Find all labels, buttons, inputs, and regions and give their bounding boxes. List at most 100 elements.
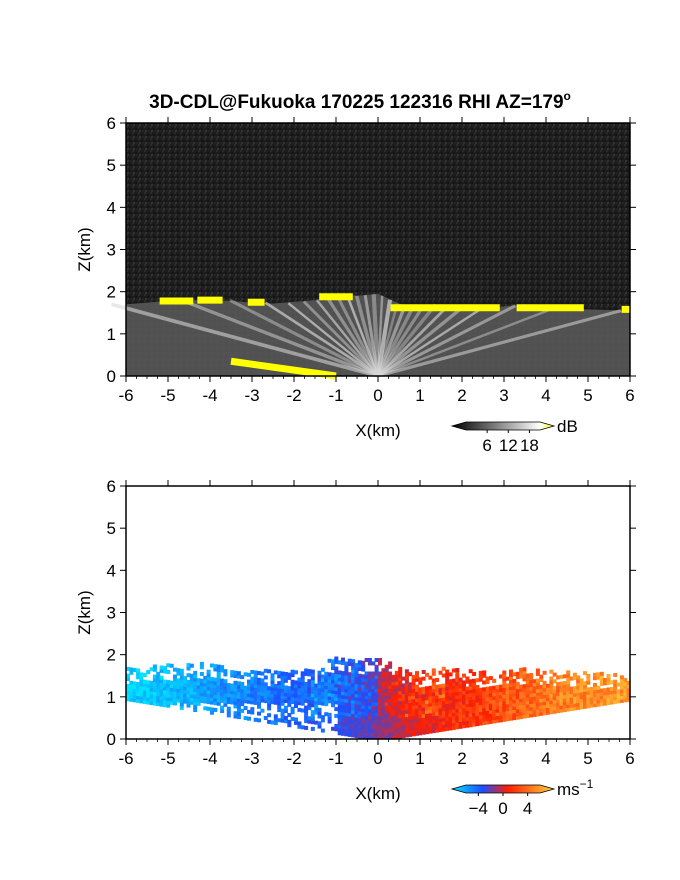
- velocity-cell: [210, 710, 214, 715]
- velocity-cell: [236, 691, 241, 696]
- velocity-cell: [300, 678, 305, 683]
- velocity-cell: [260, 691, 265, 696]
- echo-ray: [363, 294, 380, 377]
- velocity-cell: [404, 679, 409, 684]
- velocity-cell: [415, 711, 419, 716]
- velocity-cell: [361, 721, 366, 726]
- velocity-cell: [354, 707, 359, 711]
- velocity-cell: [398, 697, 403, 702]
- velocity-cell: [458, 697, 463, 702]
- velocity-cell: [183, 689, 188, 694]
- velocity-cell: [240, 688, 245, 693]
- velocity-cell: [569, 693, 574, 698]
- velocity-cell: [616, 699, 621, 704]
- velocity-cell: [354, 710, 359, 715]
- velocity-cell: [492, 689, 497, 693]
- velocity-cell: [525, 707, 530, 712]
- velocity-cell: [509, 693, 513, 698]
- velocity-cell: [549, 683, 554, 688]
- velocity-cell: [310, 669, 315, 674]
- velocity-cell: [475, 701, 480, 706]
- velocity-cell: [341, 714, 345, 719]
- velocity-cell: [421, 670, 426, 674]
- velocity-cell: [216, 701, 221, 706]
- velocity-cell: [485, 676, 490, 681]
- velocity-cell: [159, 702, 164, 707]
- velocity-cell: [411, 688, 416, 693]
- velocity-cell: [394, 718, 399, 723]
- velocity-cell: [287, 723, 292, 728]
- velocity-cell: [492, 712, 497, 717]
- colorbar-tick-label: 4: [523, 799, 532, 818]
- echo-ray: [264, 301, 379, 378]
- velocity-cell: [193, 697, 198, 702]
- velocity-cell: [310, 720, 315, 725]
- velocity-cell: [435, 704, 440, 709]
- velocity-cell: [556, 688, 561, 693]
- velocity-cell: [290, 706, 295, 711]
- velocity-cell: [142, 683, 147, 688]
- velocity-cell: [203, 679, 208, 684]
- velocity-cell: [371, 715, 376, 720]
- velocity-cell: [482, 680, 487, 685]
- velocity-cell: [418, 731, 423, 736]
- velocity-cell: [384, 664, 389, 669]
- x-tick-label: -4: [202, 386, 217, 405]
- velocity-cell: [142, 689, 147, 694]
- colorbar-unit-text: dB: [557, 417, 578, 436]
- velocity-cell: [451, 685, 456, 690]
- title-text: 3D-CDL@Fukuoka 170225 122316 RHI AZ=179: [149, 92, 563, 113]
- velocity-cell: [431, 708, 436, 713]
- velocity-cell: [384, 695, 389, 700]
- velocity-cell: [378, 691, 382, 696]
- velocity-cell: [257, 681, 261, 686]
- velocity-cell: [179, 689, 184, 693]
- velocity-cell: [297, 707, 302, 712]
- velocity-cell: [512, 689, 517, 694]
- velocity-cell: [428, 712, 433, 717]
- velocity-cell: [475, 698, 480, 703]
- velocity-cell: [179, 695, 184, 700]
- velocity-cell: [233, 680, 238, 685]
- velocity-cell: [203, 689, 208, 694]
- velocity-cell: [331, 659, 335, 664]
- velocity-cell: [599, 681, 604, 686]
- velocity-cell: [347, 695, 352, 700]
- velocity-cell: [576, 695, 581, 700]
- velocity-cell: [233, 701, 238, 705]
- velocity-cell: [391, 681, 396, 686]
- velocity-cell: [173, 667, 177, 672]
- velocity-cell: [435, 711, 440, 716]
- velocity-cell: [233, 704, 238, 709]
- velocity-cell: [448, 699, 453, 704]
- velocity-cell: [290, 693, 295, 698]
- velocity-cell: [136, 671, 141, 676]
- velocity-cell: [314, 697, 319, 702]
- velocity-cell: [290, 700, 295, 705]
- velocity-cell: [344, 718, 349, 723]
- velocity-cell: [243, 689, 248, 694]
- velocity-cell: [384, 671, 389, 676]
- velocity-cell: [566, 680, 571, 685]
- velocity-cell: [260, 671, 265, 676]
- velocity-cell: [495, 695, 500, 700]
- velocity-cell: [357, 717, 362, 722]
- velocity-cell: [401, 686, 406, 691]
- velocity-cell: [559, 681, 564, 686]
- velocity-cell: [280, 708, 285, 713]
- velocity-cell: [287, 719, 292, 724]
- velocity-cell: [280, 681, 285, 686]
- velocity-cell: [522, 670, 527, 675]
- velocity-cell: [572, 696, 577, 701]
- velocity-cell: [193, 677, 198, 682]
- velocity-cell: [374, 671, 379, 676]
- velocity-cell: [287, 696, 292, 701]
- velocity-cell: [280, 718, 285, 723]
- velocity-cell: [230, 683, 235, 688]
- velocity-cell: [462, 673, 466, 678]
- velocity-cell: [267, 703, 272, 708]
- velocity-cell: [351, 689, 356, 694]
- velocity-cell: [280, 674, 285, 679]
- velocity-cell: [206, 706, 211, 711]
- velocity-cell: [572, 689, 577, 694]
